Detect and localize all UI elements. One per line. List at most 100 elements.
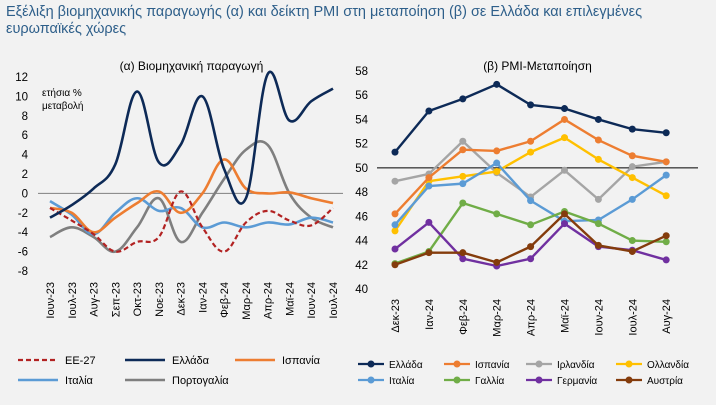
data-point-ιταλία	[527, 197, 535, 205]
data-point-αυστρία	[425, 249, 433, 257]
legend-marker-γερμανία	[535, 376, 543, 384]
y-tick-label: 12	[15, 72, 28, 84]
legend-label-ελλάδα: Ελλάδα	[172, 355, 210, 367]
data-point-ολλανδία	[561, 134, 568, 142]
data-point-γερμανία	[561, 220, 568, 228]
data-point-γερμανία	[425, 218, 433, 226]
y-tick-label: 4	[22, 150, 29, 162]
legend-label-αυστρία: Αυστρία	[647, 375, 683, 387]
data-point-ιταλία	[628, 195, 636, 203]
x-tick-label: Δεκ-23	[176, 282, 188, 316]
x-tick-label: Δεκ-23	[390, 299, 402, 333]
y-tick-label: 0	[22, 188, 28, 200]
data-point-γαλλία	[662, 238, 670, 246]
y-tick-label: 56	[355, 90, 368, 102]
legend-label-ιρλανδία: Ιρλανδία	[557, 359, 595, 371]
data-point-ιρλανδία	[594, 195, 602, 203]
data-point-γερμανία	[527, 255, 535, 263]
data-point-αυστρία	[527, 243, 535, 251]
y-tick-label: 8	[22, 111, 28, 123]
data-point-ελλάδα	[425, 107, 433, 115]
data-point-γαλλία	[459, 199, 467, 207]
data-point-ιρλανδία	[628, 163, 636, 171]
y-tick-label: 40	[355, 284, 368, 296]
data-point-ελλάδα	[493, 80, 501, 88]
x-tick-label: Ιουλ-24	[627, 299, 639, 336]
series-line-γαλλία	[394, 201, 667, 265]
data-point-αυστρία	[628, 247, 636, 255]
chart-pmi-manufacturing: (β) PMI-Μεταποίηση 40 42 44 46 48 50 52 54 56 58 Δε…	[355, 59, 698, 387]
legend-label-ισπανία: Ισπανία	[475, 359, 510, 371]
data-point-ισπανία	[594, 136, 602, 144]
data-point-ισπανία	[628, 152, 636, 160]
legend-label-ελλάδα: Ελλάδα	[389, 359, 423, 371]
legend-label-γαλλία: Γαλλία	[475, 375, 505, 387]
data-point-ελλάδα	[561, 105, 568, 113]
data-point-γαλλία	[527, 221, 535, 229]
data-point-ιταλία	[425, 182, 433, 190]
series-line-ισπανία	[49, 158, 334, 234]
y-axis-label-2: μεταβολή	[42, 100, 84, 112]
y-tick-label: 42	[355, 260, 368, 272]
x-tick-label: Ιαν-24	[424, 299, 436, 330]
x-tick-label: Μαϊ-24	[284, 282, 296, 316]
data-point-αυστρία	[594, 241, 602, 249]
data-point-ελλάδα	[662, 129, 670, 137]
data-point-ισπανία	[662, 158, 670, 166]
data-point-ισπανία	[527, 137, 535, 145]
data-point-ολλανδία	[391, 227, 399, 235]
data-point-γαλλία	[493, 210, 501, 218]
series-line-ελλάδα	[49, 70, 334, 219]
y-tick-label: 54	[355, 114, 368, 126]
data-point-ελλάδα	[594, 115, 602, 123]
legend-marker-γαλλία	[453, 376, 461, 384]
data-point-ολλανδία	[493, 168, 501, 176]
legend-marker-αυστρία	[625, 376, 633, 384]
data-point-γερμανία	[391, 245, 399, 253]
x-tick-label: Αυγ-24	[661, 299, 673, 334]
y-tick-label: -4	[18, 227, 29, 239]
x-tick-label: Απρ-24	[526, 299, 538, 336]
x-tick-label: Νοε-23	[154, 282, 166, 317]
y-tick-label: 44	[355, 236, 368, 248]
x-tick-label: Ιαν-24	[197, 282, 209, 313]
x-tick-label: Ιουλ-23	[67, 282, 79, 319]
y-tick-label: -2	[18, 208, 28, 220]
data-point-ελλάδα	[391, 148, 399, 156]
legend-label-εε-27: ΕΕ-27	[65, 355, 96, 367]
x-tick-label: Αυγ-23	[89, 282, 101, 317]
data-point-ιταλία	[493, 159, 501, 167]
x-tick-label: Φεβ-24	[458, 299, 470, 335]
data-point-ισπανία	[561, 115, 568, 123]
y-tick-label: 6	[22, 130, 28, 142]
chart-title: (β) PMI-Μεταποίηση	[483, 59, 592, 73]
data-point-γερμανία	[459, 255, 467, 263]
data-point-αυστρία	[459, 249, 467, 257]
data-point-αυστρία	[391, 261, 399, 269]
data-point-ισπανία	[493, 147, 501, 155]
x-tick-label: Απρ-24	[263, 282, 275, 319]
y-tick-label: 52	[355, 139, 368, 151]
data-point-γαλλία	[594, 220, 602, 228]
y-tick-label: 48	[355, 187, 368, 199]
data-point-ιρλανδία	[391, 177, 399, 185]
series-line-πορτογαλία	[49, 140, 334, 253]
x-tick-label: Ιουν-23	[45, 282, 57, 319]
data-point-ισπανία	[425, 174, 433, 182]
data-point-ολλανδία	[594, 155, 602, 163]
data-point-ιρλανδία	[459, 137, 467, 145]
chart-industrial-production: (α) Βιομηχανική παραγωγή -8 -6 -4 -2 0 2 4 6 8 10 1…	[15, 59, 343, 387]
data-point-ελλάδα	[459, 95, 467, 103]
data-point-ολλανδία	[527, 148, 535, 156]
data-point-αυστρία	[662, 232, 670, 240]
x-tick-label: Οκτ-23	[132, 282, 144, 316]
legend-label-ισπανία: Ισπανία	[282, 355, 321, 367]
chart-title: (α) Βιομηχανική παραγωγή	[120, 59, 264, 73]
x-tick-label: Μαρ-24	[492, 299, 504, 337]
data-point-ιταλία	[391, 221, 399, 229]
x-tick-label: Ιουν-24	[593, 299, 605, 336]
x-tick-label: Μαρ-24	[241, 282, 253, 320]
x-tick-label: Μαϊ-24	[560, 299, 572, 333]
data-point-ολλανδία	[662, 192, 670, 200]
